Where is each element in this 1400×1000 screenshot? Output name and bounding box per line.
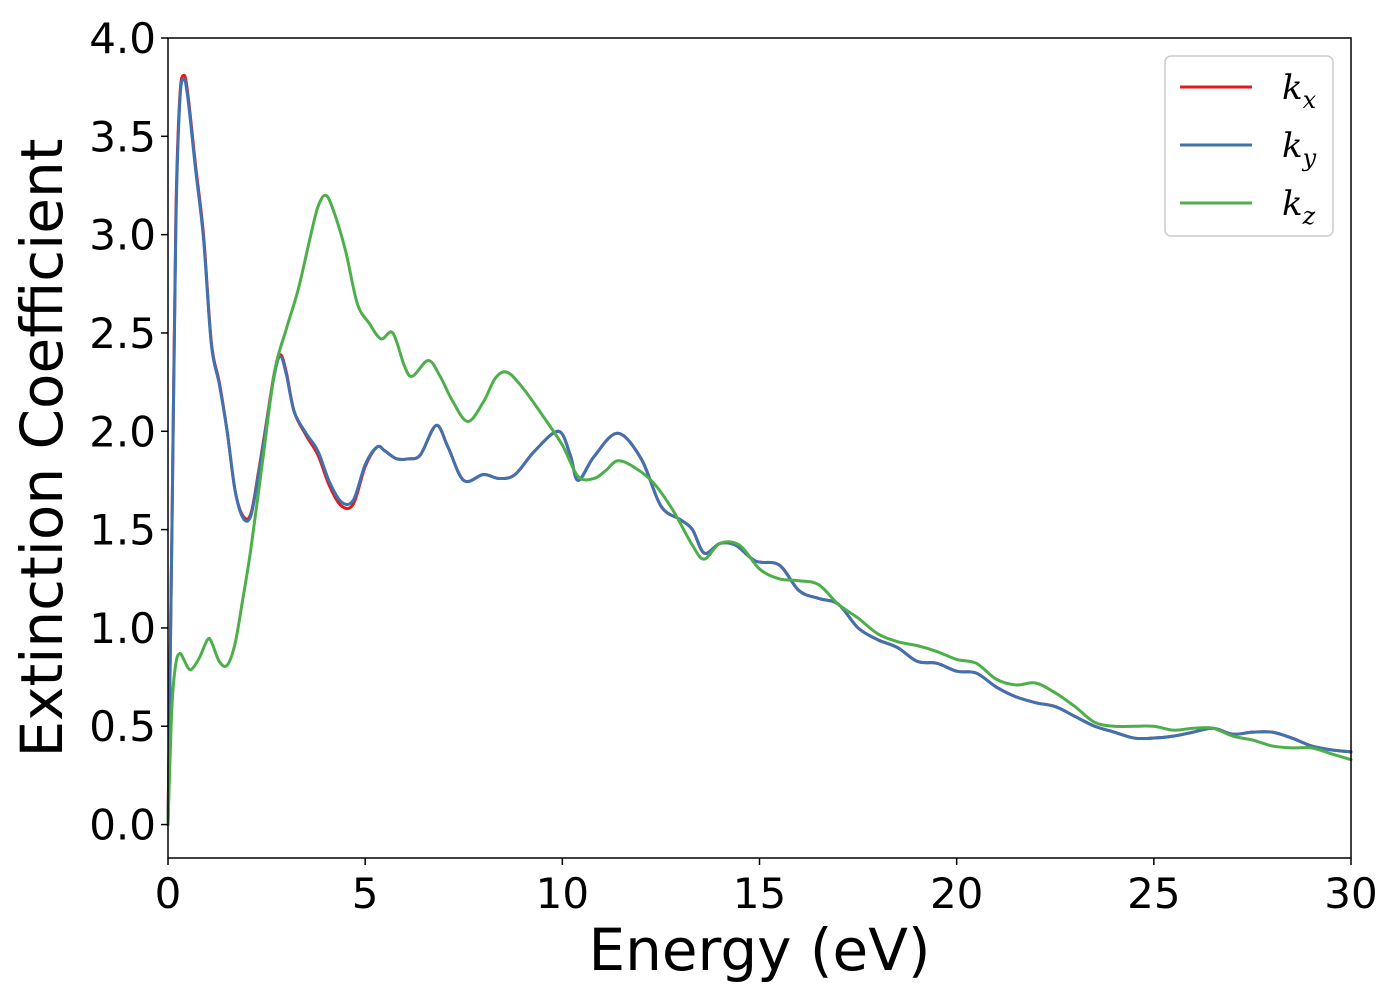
- x-tick-label: 30: [1324, 869, 1377, 918]
- x-tick-label: 25: [1127, 869, 1180, 918]
- legend-subscript: y: [1302, 144, 1317, 172]
- x-tick-label: 0: [155, 869, 182, 918]
- y-tick-label: 0.0: [89, 801, 156, 850]
- series-line-ky: [166, 77, 1353, 827]
- legend-subscript: x: [1303, 86, 1317, 114]
- x-tick-label: 5: [352, 869, 379, 918]
- x-axis-ticks: 0 5 10 15 20 25 30: [155, 858, 1378, 918]
- y-axis-ticks: 0.0 0.5 1.0 1.5 2.0 2.5 3.0 3.5 4.0: [89, 14, 168, 850]
- y-tick-label: 3.5: [89, 112, 156, 161]
- legend-subscript: z: [1302, 202, 1316, 230]
- y-tick-label: 1.0: [89, 604, 156, 653]
- x-tick-label: 20: [930, 869, 983, 918]
- y-tick-label: 1.5: [89, 506, 156, 555]
- y-tick-label: 2.5: [89, 309, 156, 358]
- x-tick-label: 10: [536, 869, 589, 918]
- x-axis-title: Energy (eV): [588, 916, 930, 984]
- y-axis-title: Extinction Coefficient: [8, 139, 76, 758]
- y-tick-label: 2.0: [89, 407, 156, 456]
- series-layer: [166, 73, 1353, 827]
- y-tick-label: 4.0: [89, 14, 156, 63]
- y-tick-label: 3.0: [89, 211, 156, 260]
- series-line-kz: [166, 193, 1353, 827]
- x-tick-label: 15: [733, 869, 786, 918]
- y-tick-label: 0.5: [89, 702, 156, 751]
